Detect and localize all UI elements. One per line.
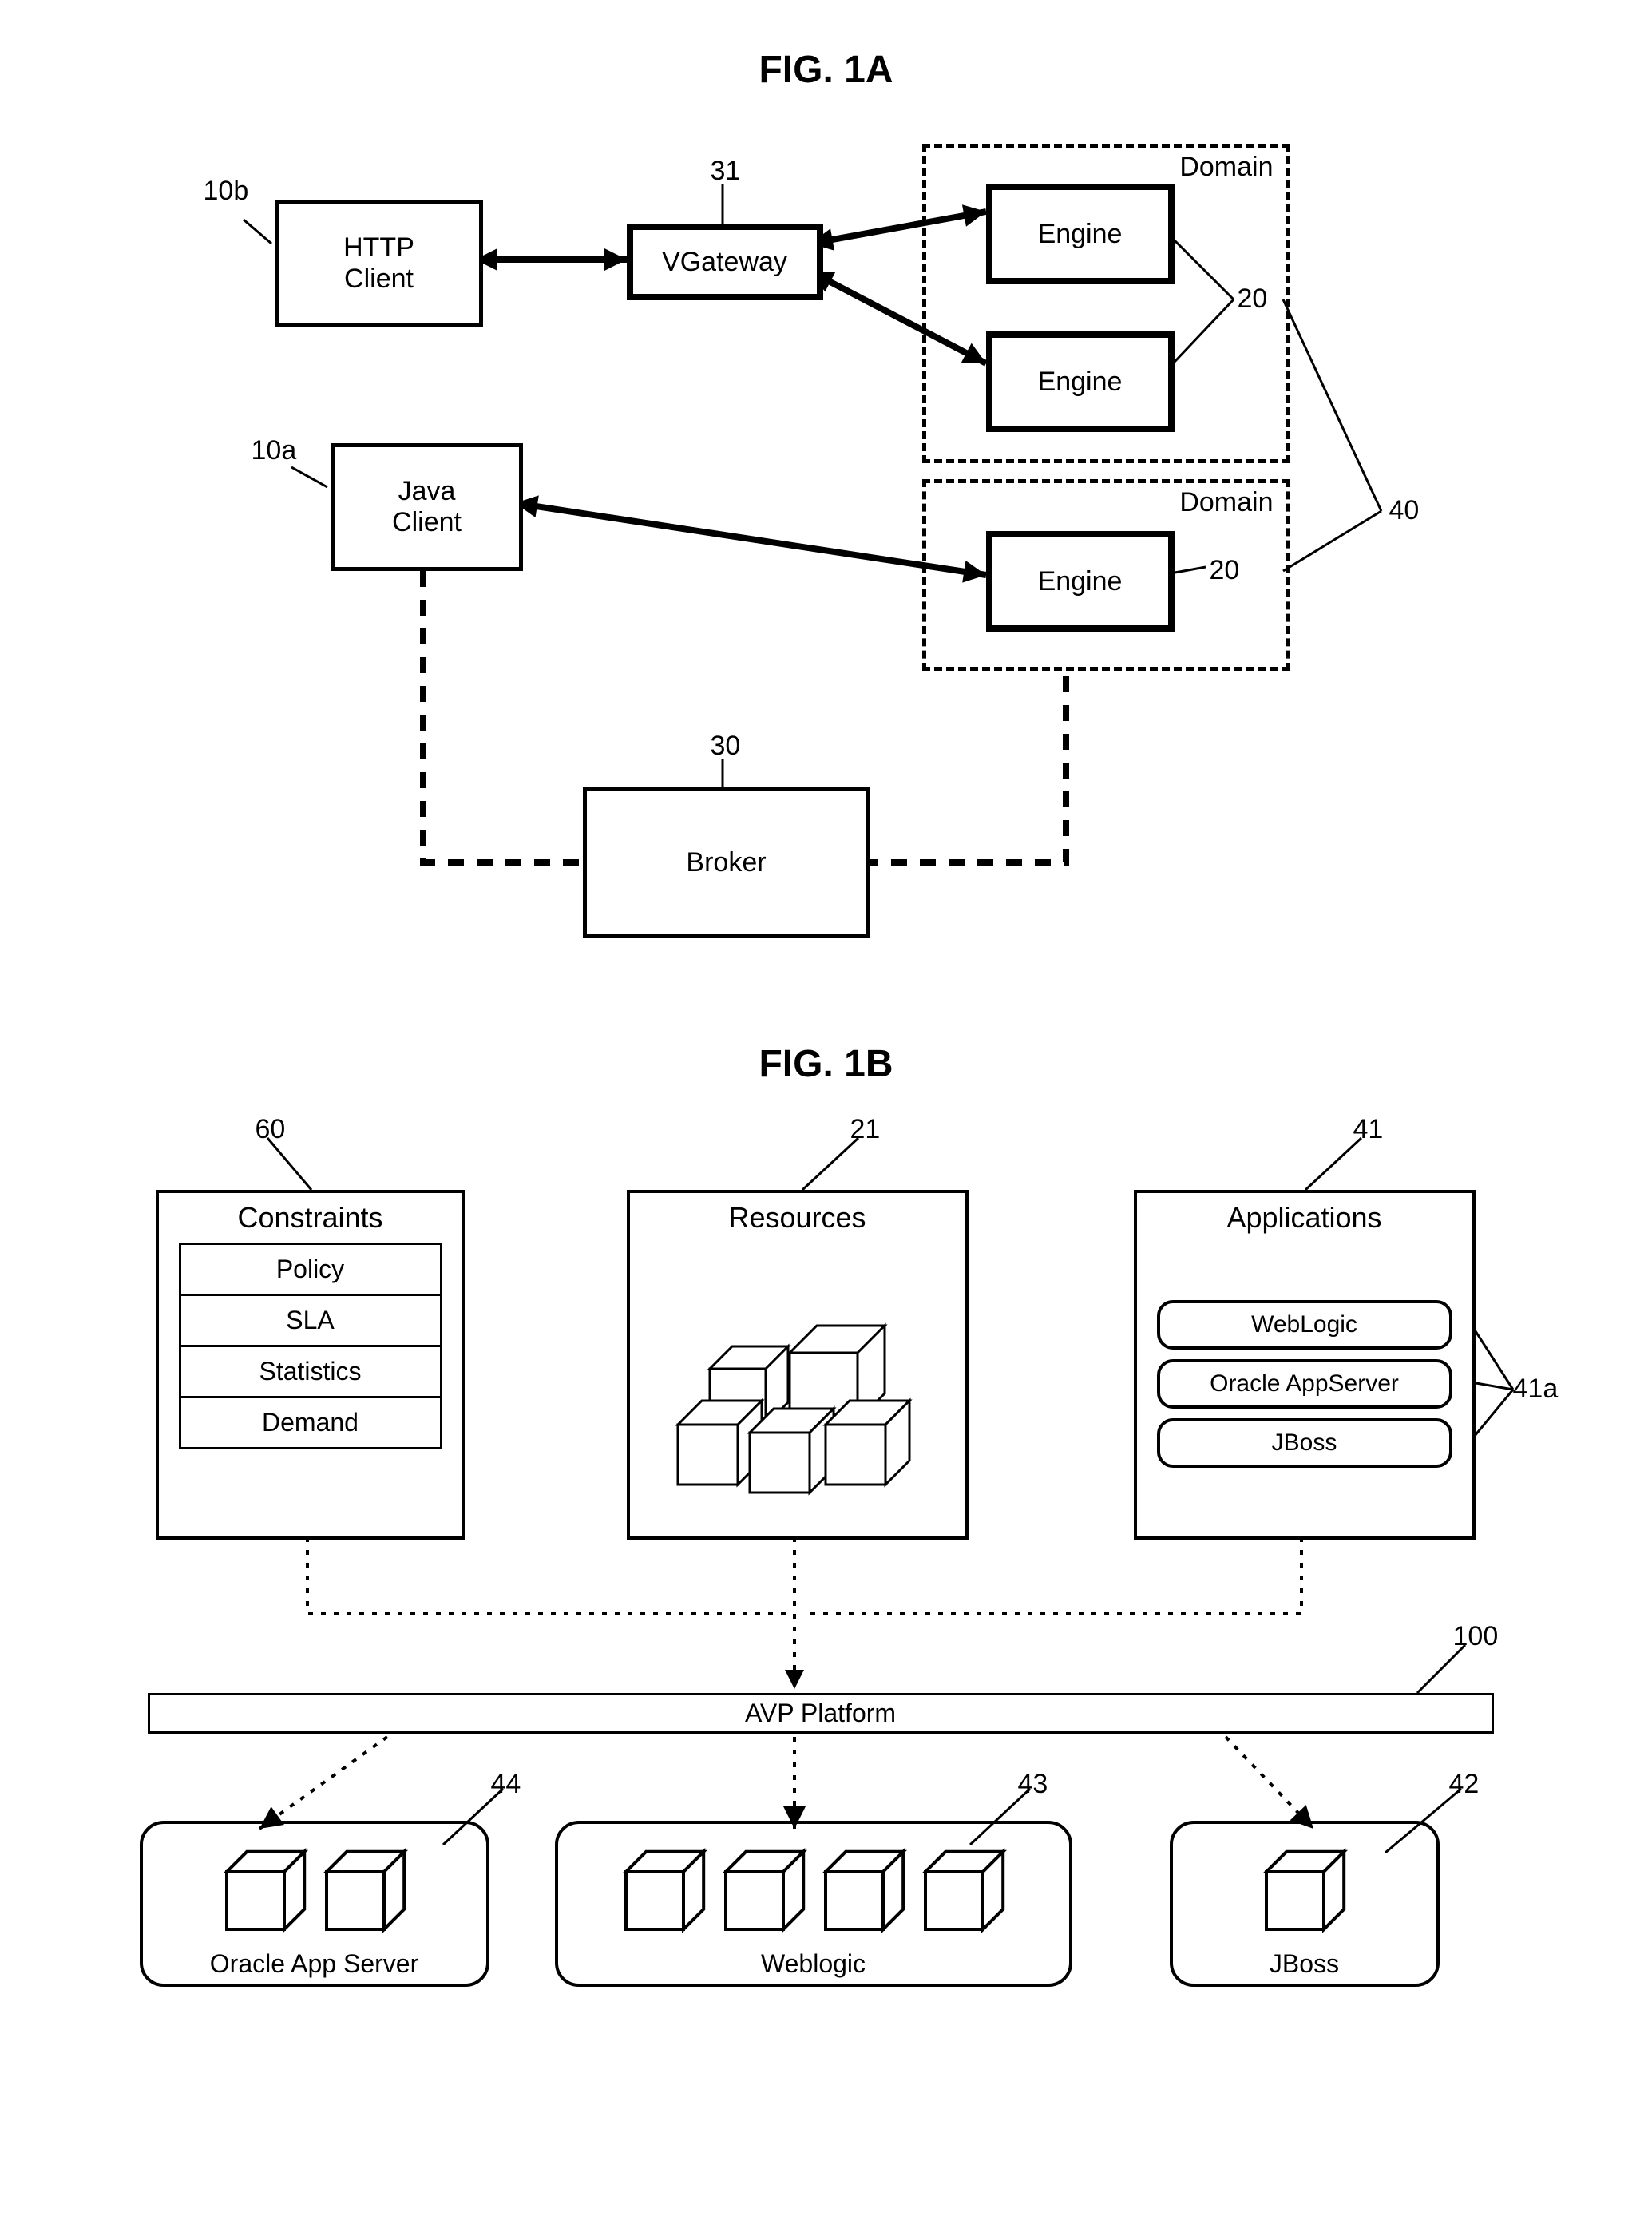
resources-title: Resources (630, 1193, 965, 1243)
constraints-title: Constraints (159, 1193, 462, 1243)
application-pill: WebLogic (1157, 1300, 1452, 1350)
constraint-cell: Demand (181, 1398, 440, 1447)
application-pill: JBoss (1157, 1418, 1452, 1468)
reference-number: 20 (1238, 283, 1268, 315)
avp-platform-bar: AVP Platform (148, 1693, 1494, 1734)
application-pill: Oracle AppServer (1157, 1359, 1452, 1409)
reference-number: 100 (1453, 1621, 1499, 1652)
reference-number: 31 (711, 156, 741, 187)
reference-number: 30 (711, 731, 741, 762)
node-vgateway: VGateway (627, 224, 823, 300)
reference-number: 41 (1353, 1114, 1384, 1145)
reference-number: 60 (256, 1114, 286, 1145)
diagram-b: ConstraintsPolicySLAStatisticsDemand Reso… (108, 1118, 1545, 2116)
fig-a-title: FIG. 1A (32, 48, 1620, 92)
constraints-panel: ConstraintsPolicySLAStatisticsDemand (156, 1190, 465, 1540)
reference-number: 10a (252, 435, 297, 466)
node-engine2: Engine (986, 331, 1175, 432)
server-group-label: Weblogic (558, 1949, 1069, 1979)
domain-label: Domain (1179, 487, 1273, 518)
reference-number: 41a (1513, 1374, 1559, 1405)
reference-number: 42 (1449, 1769, 1480, 1800)
server-group-label: JBoss (1173, 1949, 1436, 1979)
reference-number: 44 (491, 1769, 521, 1800)
node-engine3: Engine (986, 531, 1175, 632)
server-group-weblogic: Weblogic (555, 1821, 1072, 1987)
reference-number: 21 (850, 1114, 881, 1145)
diagram-a: Domain Domain HTTP Client Java Client VGatew… (108, 124, 1545, 962)
server-group-jboss: JBoss (1170, 1821, 1440, 1987)
node-broker: Broker (583, 787, 870, 938)
node-http_client: HTTP Client (275, 200, 483, 327)
constraint-cell: Statistics (181, 1347, 440, 1398)
constraint-cell: SLA (181, 1296, 440, 1347)
reference-number: 43 (1018, 1769, 1048, 1800)
reference-number: 20 (1210, 555, 1240, 586)
reference-number: 10b (204, 176, 249, 207)
node-java_client: Java Client (331, 443, 523, 571)
applications-title: Applications (1137, 1193, 1472, 1243)
domain-label: Domain (1179, 152, 1273, 183)
resources-panel: Resources (627, 1190, 969, 1540)
server-group-label: Oracle App Server (143, 1949, 486, 1979)
applications-panel: Applications WebLogic Oracle AppServer JBos… (1134, 1190, 1476, 1540)
constraint-cell: Policy (181, 1245, 440, 1296)
node-engine1: Engine (986, 184, 1175, 284)
fig-b-title: FIG. 1B (32, 1042, 1620, 1086)
reference-number: 40 (1389, 495, 1420, 526)
server-group-oas: Oracle App Server (140, 1821, 489, 1987)
